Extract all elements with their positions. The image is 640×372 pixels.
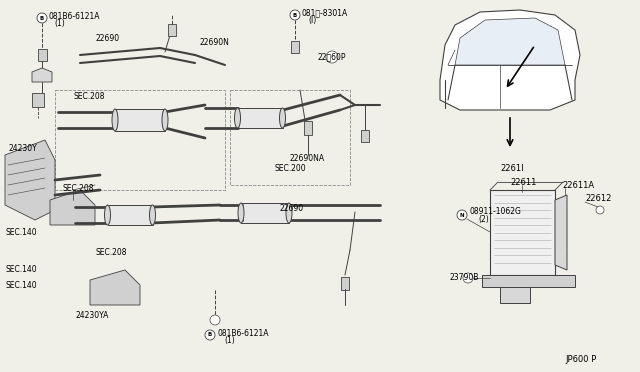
Bar [115, 109, 165, 131]
Text: (1): (1) [224, 337, 235, 346]
Bar [32, 93, 44, 107]
Bar [490, 190, 555, 275]
Text: B: B [293, 13, 297, 17]
Circle shape [37, 13, 47, 23]
Circle shape [457, 210, 467, 220]
Text: 22612: 22612 [585, 193, 611, 202]
Polygon shape [500, 287, 530, 303]
Ellipse shape [112, 109, 118, 131]
Text: 081B6-6121A: 081B6-6121A [218, 328, 269, 337]
Text: SEC.140: SEC.140 [5, 228, 36, 237]
Polygon shape [555, 195, 567, 270]
Polygon shape [32, 68, 52, 82]
Polygon shape [50, 190, 95, 225]
Circle shape [596, 206, 604, 214]
Bar [38, 49, 47, 61]
Text: 24230Y: 24230Y [8, 144, 36, 153]
Text: 22611: 22611 [510, 177, 536, 186]
Text: (I): (I) [308, 16, 316, 25]
Circle shape [205, 330, 215, 340]
Bar [55, 90, 225, 190]
Text: 22ⓐ60P: 22ⓐ60P [318, 52, 346, 61]
Bar [230, 90, 350, 185]
Text: 081B6-6121A: 081B6-6121A [48, 12, 99, 20]
Bar [341, 276, 349, 289]
Text: (1): (1) [54, 19, 65, 28]
Ellipse shape [104, 205, 111, 225]
Text: 22611A: 22611A [562, 180, 594, 189]
Circle shape [326, 51, 338, 63]
Text: JP600 P: JP600 P [565, 356, 596, 365]
Polygon shape [455, 18, 565, 65]
Text: SEC.208: SEC.208 [62, 183, 93, 192]
Text: 2261I: 2261I [500, 164, 524, 173]
Polygon shape [90, 270, 140, 305]
Text: SEC.140: SEC.140 [5, 266, 36, 275]
Text: 22690N: 22690N [200, 38, 230, 46]
Text: 08911-1062G: 08911-1062G [470, 206, 522, 215]
Text: SEC.208: SEC.208 [95, 247, 127, 257]
Text: 23790B: 23790B [450, 273, 479, 282]
Text: 22690: 22690 [280, 203, 304, 212]
Bar [241, 203, 289, 223]
Polygon shape [5, 140, 55, 220]
Bar [237, 108, 282, 128]
Ellipse shape [286, 203, 292, 223]
Circle shape [290, 10, 300, 20]
Text: 22690: 22690 [95, 33, 119, 42]
Ellipse shape [234, 108, 241, 128]
Ellipse shape [150, 205, 156, 225]
Text: SEC.140: SEC.140 [5, 280, 36, 289]
Bar [108, 205, 152, 225]
Bar [168, 24, 176, 36]
Ellipse shape [162, 109, 168, 131]
Text: SEC.208: SEC.208 [73, 92, 104, 100]
Ellipse shape [280, 108, 285, 128]
Text: 081ⓐ-8301A: 081ⓐ-8301A [302, 9, 348, 17]
Text: (2): (2) [478, 215, 489, 224]
Circle shape [463, 273, 473, 283]
Bar [361, 130, 369, 142]
Bar [304, 121, 312, 135]
Circle shape [210, 315, 220, 325]
Text: SEC.200: SEC.200 [275, 164, 307, 173]
Text: N: N [460, 212, 464, 218]
Text: 24230YA: 24230YA [75, 311, 108, 320]
Ellipse shape [238, 203, 244, 223]
Text: 22690NA: 22690NA [290, 154, 325, 163]
Text: B: B [208, 333, 212, 337]
Bar [291, 41, 299, 53]
Polygon shape [482, 275, 575, 287]
Polygon shape [440, 10, 580, 110]
Text: B: B [40, 16, 44, 20]
